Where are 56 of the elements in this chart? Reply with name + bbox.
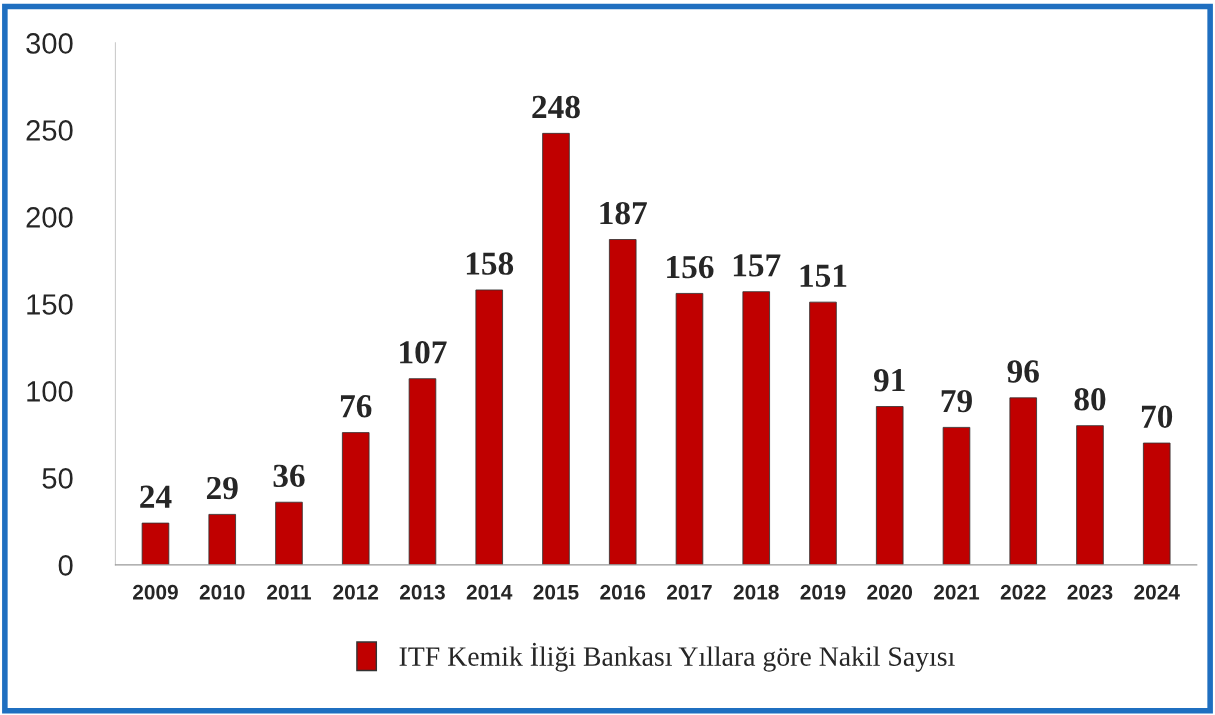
data-label: 107	[400, 341, 447, 364]
x-tick-label: 2019	[800, 584, 846, 600]
bar	[408, 378, 437, 565]
data-label: 157	[733, 254, 781, 277]
y-tick-label: 300	[26, 33, 73, 54]
y-tick-label: 0	[58, 555, 73, 576]
bar	[608, 239, 637, 565]
data-label: 29	[206, 476, 238, 500]
x-tick-label: 2015	[533, 584, 579, 600]
data-label: 76	[340, 395, 372, 418]
x-tick-label: 2013	[400, 584, 445, 600]
bar	[141, 522, 170, 565]
bar	[809, 301, 837, 565]
x-tick-label: 2018	[733, 584, 779, 600]
y-tick-label: 250	[26, 120, 73, 141]
y-tick-label: 150	[27, 294, 73, 315]
x-tick-label: 2010	[199, 584, 245, 600]
x-tick-label: 2021	[934, 584, 980, 600]
data-label: 158	[466, 252, 514, 275]
bar	[675, 293, 704, 565]
bar	[341, 432, 370, 565]
data-label: 70	[1141, 405, 1173, 428]
x-tick-label: 2020	[867, 584, 913, 600]
bar	[942, 426, 971, 565]
x-tick-label: 2011	[267, 584, 311, 600]
bar	[275, 501, 303, 565]
bar	[742, 291, 770, 565]
data-label: 24	[140, 485, 172, 508]
y-tick-label: 100	[27, 381, 73, 402]
y-tick-label: 200	[26, 207, 73, 228]
data-label: 156	[667, 255, 714, 279]
x-tick-label: 2023	[1067, 584, 1113, 600]
data-label: 96	[1007, 360, 1039, 383]
x-tick-label: 2022	[1000, 584, 1046, 600]
x-tick-label: 2016	[600, 584, 646, 600]
x-tick-label: 2012	[333, 584, 379, 600]
legend-label: ITF Kemik İliği Bankası Yıllara göre Nakil Sayısı	[399, 642, 955, 672]
bar	[542, 132, 570, 565]
bar	[475, 289, 503, 565]
data-label: 36	[273, 464, 305, 488]
x-tick-label: 2014	[466, 584, 513, 600]
data-label: 79	[941, 389, 972, 413]
data-label: 248	[532, 95, 580, 119]
data-label: 151	[800, 264, 847, 288]
x-tick-label: 2017	[667, 584, 712, 600]
bar	[875, 406, 904, 565]
x-tick-label: 2009	[133, 584, 178, 600]
bar	[1009, 397, 1037, 565]
data-label: 80	[1074, 388, 1106, 411]
data-label: 91	[873, 369, 905, 392]
bar	[1076, 425, 1104, 565]
x-tick-label: 2024	[1134, 584, 1180, 600]
data-label: 187	[600, 201, 647, 225]
bar	[208, 513, 236, 565]
bar	[1142, 442, 1171, 565]
y-tick-label: 50	[42, 468, 73, 489]
